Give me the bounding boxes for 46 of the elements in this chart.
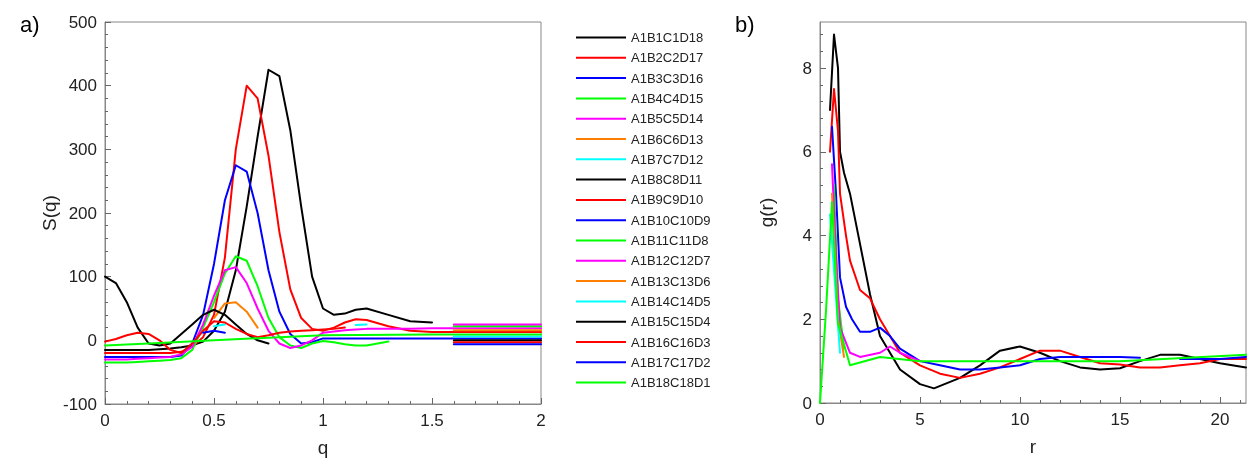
chart-title: b) bbox=[735, 11, 755, 37]
legend-label: A1B1C1D18 bbox=[631, 30, 704, 45]
x-tick-label: 1.5 bbox=[420, 411, 444, 430]
legend-label: A1B2C2D17 bbox=[631, 50, 704, 66]
legend-label: A1B15C15D4 bbox=[631, 314, 711, 330]
legend-label: A1B6C6D13 bbox=[631, 131, 704, 147]
x-tick-label: 2 bbox=[536, 411, 546, 430]
legend-label: A1B3C3D16 bbox=[631, 70, 704, 86]
y-tick-label: 400 bbox=[68, 76, 97, 96]
y-tick-label: -100 bbox=[62, 394, 97, 414]
y-tick-label: 0 bbox=[87, 330, 97, 350]
x-tick-label: 0.5 bbox=[202, 411, 226, 430]
legend-label: A1B10C10D9 bbox=[631, 212, 711, 228]
legend-label: A1B8C8D11 bbox=[631, 172, 703, 188]
y-tick-label: 6 bbox=[802, 142, 812, 162]
x-tick-label: 20 bbox=[1210, 410, 1230, 429]
legend-label: A1B17C17D2 bbox=[631, 354, 711, 370]
x-tick-label: 15 bbox=[1110, 410, 1130, 429]
y-tick-label: 4 bbox=[802, 226, 812, 246]
y-tick-label: 100 bbox=[68, 267, 97, 287]
y-tick-label: 0 bbox=[802, 393, 812, 413]
x-tick-label: 0 bbox=[815, 410, 825, 429]
legend-label: A1B9C9D10 bbox=[631, 192, 704, 208]
legend-label: A1B16C16D3 bbox=[631, 334, 711, 350]
x-axis-title: r bbox=[1029, 436, 1037, 457]
chart-title: a) bbox=[20, 11, 40, 37]
x-tick-label: 0 bbox=[100, 411, 110, 430]
y-tick-label: 8 bbox=[802, 58, 812, 78]
y-tick-label: 200 bbox=[68, 203, 97, 223]
x-tick-label: 1 bbox=[318, 411, 328, 430]
y-tick-label: 2 bbox=[802, 309, 812, 329]
legend-label: A1B18C18D1 bbox=[631, 375, 711, 391]
legend-label: A1B7C7D12 bbox=[631, 151, 704, 167]
x-axis-title: q bbox=[317, 437, 329, 458]
y-tick-label: 500 bbox=[68, 12, 97, 32]
legend-label: A1B11C11D8 bbox=[631, 233, 709, 248]
y-tick-label: 300 bbox=[68, 139, 97, 159]
x-tick-label: 5 bbox=[915, 410, 925, 429]
legend-label: A1B12C12D7 bbox=[631, 253, 711, 269]
legend-label: A1B14C14D5 bbox=[631, 293, 711, 309]
legend-label: A1B4C4D15 bbox=[631, 90, 704, 106]
legend-label: A1B5C5D14 bbox=[631, 111, 704, 127]
x-tick-label: 10 bbox=[1010, 410, 1030, 429]
y-axis-title: g(r) bbox=[756, 197, 777, 228]
y-axis-title: S(q) bbox=[39, 195, 61, 231]
legend-label: A1B13C13D6 bbox=[631, 273, 711, 289]
